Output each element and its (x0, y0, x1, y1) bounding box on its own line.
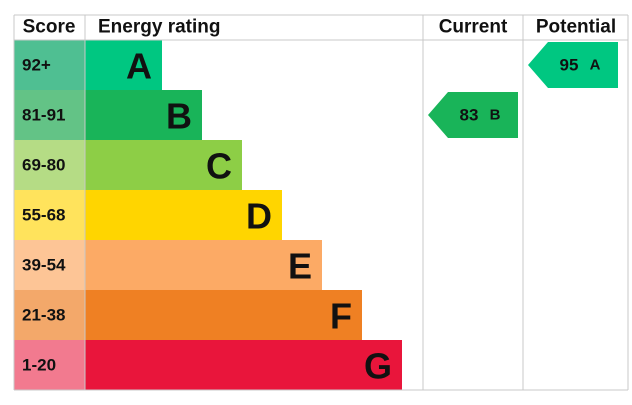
header-rating: Energy rating (98, 17, 220, 38)
score-cell (14, 190, 85, 240)
rating-letter: C (206, 146, 232, 187)
rating-bar (85, 40, 162, 90)
score-label: 21-38 (22, 306, 65, 325)
score-label: 55-68 (22, 206, 65, 225)
header-current: Current (439, 17, 508, 38)
rating-letter: A (126, 46, 152, 87)
potential-arrow (528, 42, 618, 88)
score-label: 39-54 (22, 256, 66, 275)
score-cell (14, 290, 85, 340)
current-letter: B (490, 107, 501, 124)
header-potential: Potential (536, 17, 616, 38)
score-label: 1-20 (22, 356, 56, 375)
rating-bar (85, 340, 402, 390)
score-label: 69-80 (22, 156, 65, 175)
score-cell (14, 340, 85, 390)
score-cell (14, 140, 85, 190)
rating-bar (85, 190, 282, 240)
score-label: 81-91 (22, 106, 65, 125)
score-label: 92+ (22, 56, 51, 75)
current-arrow (428, 92, 518, 138)
rating-letter: E (288, 246, 312, 287)
rating-bar (85, 290, 362, 340)
rating-bar (85, 90, 202, 140)
score-cell (14, 90, 85, 140)
potential-value: 95 (560, 56, 579, 75)
rating-bar (85, 240, 322, 290)
current-value: 83 (460, 106, 479, 125)
score-cell (14, 240, 85, 290)
rating-bar (85, 140, 242, 190)
potential-letter: A (590, 57, 601, 74)
rating-letter: G (364, 346, 392, 387)
rating-letter: F (330, 296, 352, 337)
score-cell (14, 40, 85, 90)
rating-letter: D (246, 196, 272, 237)
rating-letter: B (166, 96, 192, 137)
header-score: Score (23, 17, 76, 38)
